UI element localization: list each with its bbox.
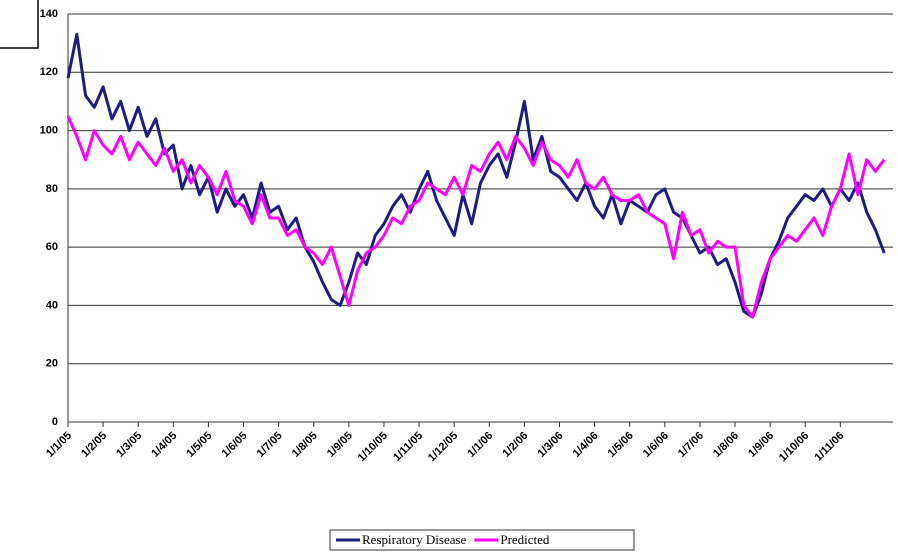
y-tick-label: 140 (40, 8, 58, 20)
y-tick-label: 60 (46, 241, 58, 253)
legend-label: Respiratory Disease (362, 532, 467, 547)
corner-box (0, 0, 39, 49)
legend: Respiratory Disease Predicted (329, 529, 635, 551)
y-tick-label: 100 (40, 124, 58, 136)
legend-label: Predicted (500, 532, 550, 547)
data-line (66, 32, 886, 319)
y-tick-label: 120 (40, 66, 58, 78)
y-tick-label: 80 (46, 183, 58, 195)
y-tick-label: 40 (46, 299, 58, 311)
y-tick-label: 20 (46, 358, 58, 370)
y-tick-label: 0 (52, 416, 58, 428)
data-line (66, 115, 886, 319)
